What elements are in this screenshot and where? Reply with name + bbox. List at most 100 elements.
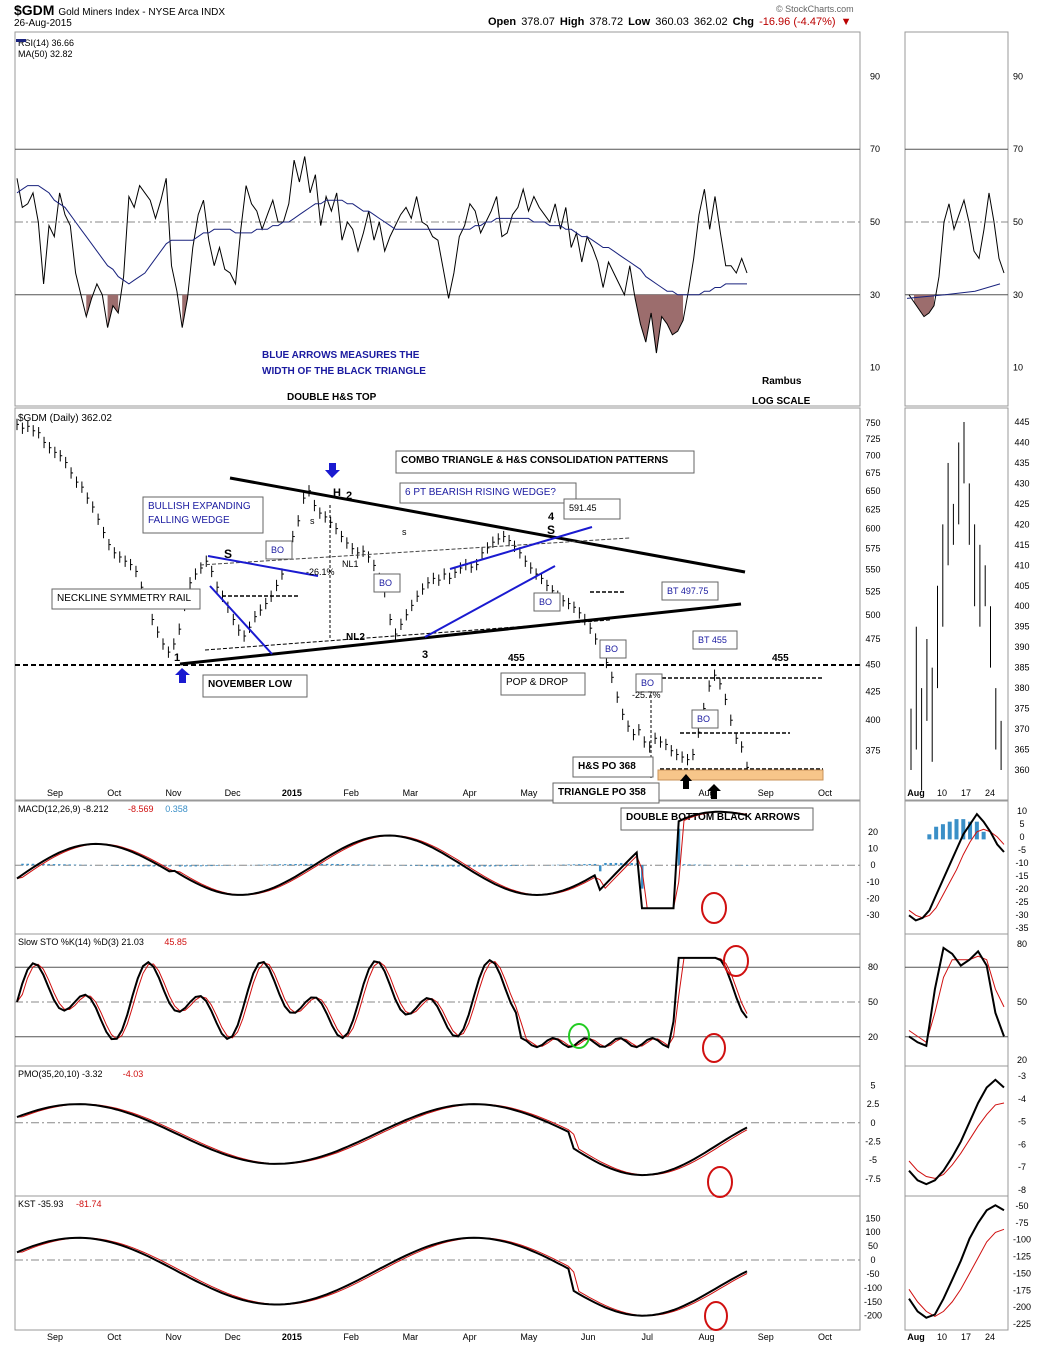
macd-histogram-bar <box>357 864 360 866</box>
combo-box <box>395 450 695 474</box>
side-pmo-tick: -7 <box>1018 1162 1026 1172</box>
bo-box <box>533 592 561 612</box>
kst-tick-label: -150 <box>864 1297 882 1307</box>
bottom-x-tick: Oct <box>818 1332 833 1342</box>
bottom-x-tick: Mar <box>403 1332 419 1342</box>
side-macd-signal <box>908 828 1005 919</box>
target-zone <box>657 769 824 781</box>
macd-histogram-bar <box>630 863 633 866</box>
side-sto-tick: 20 <box>1017 1055 1027 1065</box>
rsi-tick-label: 50 <box>870 217 880 227</box>
side-macd-tick: -20 <box>1015 884 1028 894</box>
bo-box <box>599 639 627 659</box>
bo-box-text: BO <box>539 597 552 607</box>
macd-main-line <box>16 810 748 910</box>
macd-histogram-bar <box>336 863 339 866</box>
side-rsi-fill <box>914 294 934 317</box>
bo-box <box>373 573 401 593</box>
symbol: $GDM <box>14 2 55 18</box>
side-macd-main <box>908 812 1005 922</box>
macd-histogram-bar <box>73 864 77 866</box>
macd-histogram-bar <box>283 864 287 866</box>
macd-histogram-bar <box>205 865 208 867</box>
macd-histogram-bar <box>367 864 371 866</box>
bt2-box <box>692 630 738 650</box>
macd-histogram-bar <box>31 863 35 866</box>
high-value: 378.72 <box>589 16 624 28</box>
side-macd-hist <box>947 821 952 840</box>
bo-box <box>691 709 719 729</box>
side-rsi-tick-label: 30 <box>1013 290 1023 300</box>
side-price-tick: 425 <box>1014 499 1029 509</box>
macd-histogram-bar <box>299 863 303 866</box>
macd-histogram-bar <box>42 863 45 866</box>
macd-histogram-bar <box>451 865 455 867</box>
side-x-tick: 24 <box>985 788 995 798</box>
macd-histogram-bar <box>436 865 439 867</box>
side-kst-tick: -200 <box>1013 1302 1031 1312</box>
macd-histogram-bar <box>567 864 570 866</box>
macd-tick-label: -20 <box>866 893 879 903</box>
macd-histogram-bar <box>499 865 502 867</box>
macd-histogram-bar <box>199 865 203 867</box>
shoulder-small-label: s <box>310 516 315 526</box>
side-rsi-line <box>908 192 1005 318</box>
bt1-box <box>661 581 719 601</box>
price-x-tick: Sep <box>47 788 63 798</box>
red-circle-marker <box>723 945 749 977</box>
november-low-box-text: NOVEMBER LOW <box>208 679 292 690</box>
side-macd-hist <box>927 834 932 840</box>
price-x-tick: Oct <box>818 788 833 798</box>
macd-histogram-bar <box>514 865 518 866</box>
kst-tick-label: 50 <box>868 1241 878 1251</box>
level-455-label: 455 <box>772 653 789 664</box>
macd-histogram-bar <box>184 865 187 867</box>
neckline-rail <box>204 619 611 651</box>
triangle-po-box-text: TRIANGLE PO 358 <box>558 787 646 798</box>
bottom-x-tick: Jun <box>581 1332 596 1342</box>
side-rsi-tick-label: 50 <box>1013 217 1023 227</box>
macd-histogram-bar <box>430 865 434 867</box>
macd-histogram-bar <box>504 865 507 867</box>
bottom-x-tick: Nov <box>165 1332 182 1342</box>
rsi-tick-label: 90 <box>870 71 880 81</box>
side-x-tick-bottom: 24 <box>985 1332 995 1342</box>
macd-histogram-bar <box>63 864 66 866</box>
macd-histogram-bar <box>152 865 156 867</box>
macd-histogram-bar <box>220 865 224 866</box>
side-macd-hist <box>934 826 939 840</box>
pop-drop-box <box>500 672 586 696</box>
side-pmo-signal <box>908 1102 1005 1179</box>
rsi-series-1 <box>16 185 747 296</box>
side-kst-tick: -100 <box>1013 1235 1031 1245</box>
hs-po-box-text: H&S PO 368 <box>578 761 636 772</box>
side-macd-tick: 10 <box>1017 806 1027 816</box>
side-price-tick: 400 <box>1014 601 1029 611</box>
pct-label: -26.1% <box>306 567 335 577</box>
combo-box-text: COMBO TRIANGLE & H&S CONSOLIDATION PATTE… <box>401 455 669 466</box>
macd-histogram-bar <box>614 862 618 866</box>
price-tick-label: 400 <box>865 715 880 725</box>
kst-legend: -81.74 <box>76 1199 102 1209</box>
side-rsi-tick-label: 70 <box>1013 144 1023 154</box>
bottom-x-tick: Apr <box>463 1332 477 1342</box>
side-rsi-tick-label: 90 <box>1013 71 1023 81</box>
price-tick-label: 725 <box>865 434 880 444</box>
neckline-rail-box <box>51 588 201 610</box>
rsi-tick-label: 10 <box>870 363 880 373</box>
macd-histogram-bar <box>588 864 591 866</box>
open-value: 378.07 <box>521 16 555 28</box>
triangle-upper-line <box>229 476 746 574</box>
side-kst-tick: -50 <box>1015 1201 1028 1211</box>
side-macd-hist <box>961 819 966 840</box>
bottom-x-tick: Sep <box>47 1332 63 1342</box>
macd-histogram-bar <box>572 864 576 866</box>
hs-po-box <box>572 756 654 778</box>
side-x-tick-bottom: Aug <box>907 1332 925 1342</box>
rsi-ma-swatch <box>16 39 26 42</box>
price-tick-label: 475 <box>865 634 880 644</box>
side-price-tick: 430 <box>1014 478 1029 488</box>
side-panel-pmo <box>904 1065 1009 1197</box>
nl2-label: NL2 <box>346 632 365 643</box>
side-x-tick: 10 <box>937 788 947 798</box>
